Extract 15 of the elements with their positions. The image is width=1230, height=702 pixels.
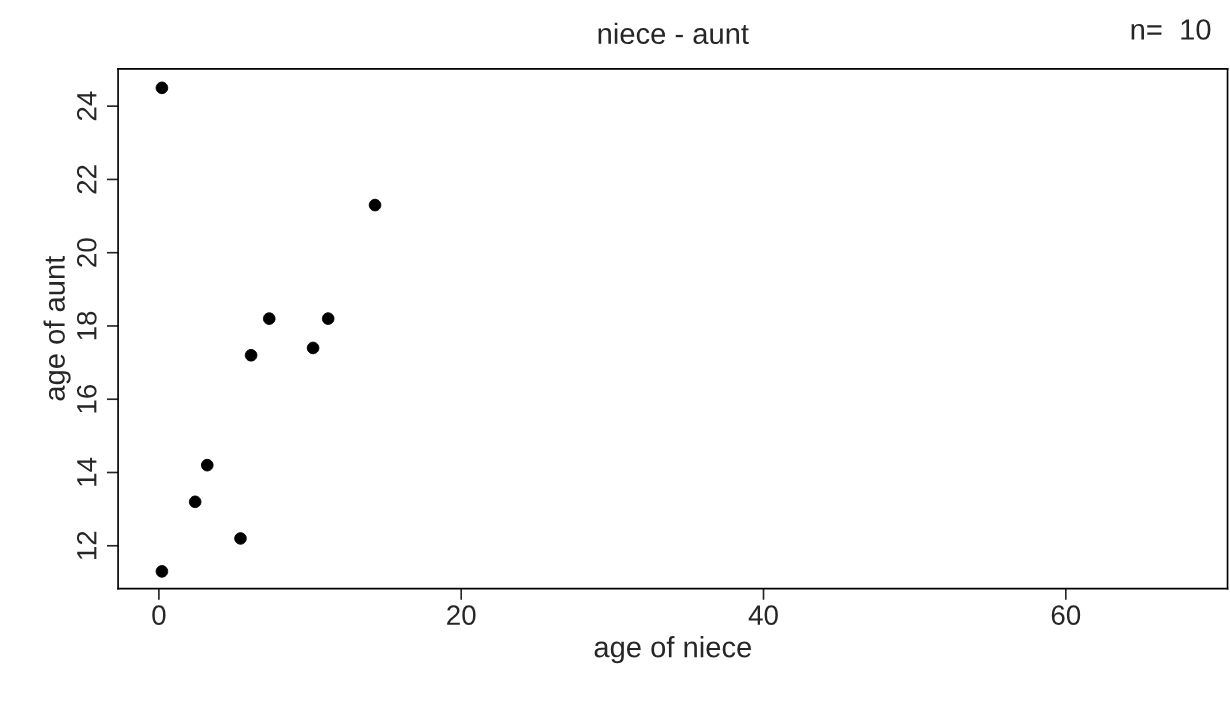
x-tick-label: 0 [152, 605, 166, 625]
x-tick-label: 20 [447, 605, 476, 625]
x-tick-label: 40 [748, 605, 778, 625]
y-tick-label: 20 [76, 238, 97, 267]
y-tick-label: 24 [76, 91, 97, 121]
chart-title: niece - aunt [598, 22, 749, 45]
x-tick-label: 60 [1051, 605, 1081, 625]
y-tick-label: 16 [76, 385, 97, 413]
y-axis-title: age of aunt [43, 255, 71, 401]
y-tick-label: 14 [77, 457, 97, 486]
y-tick-label: 18 [76, 311, 97, 340]
text: n= 10 [1131, 19, 1211, 40]
x-axis-title: age of niece [594, 636, 751, 664]
y-tick-label: 12 [76, 531, 97, 560]
y-tick-label: 22 [76, 165, 97, 194]
